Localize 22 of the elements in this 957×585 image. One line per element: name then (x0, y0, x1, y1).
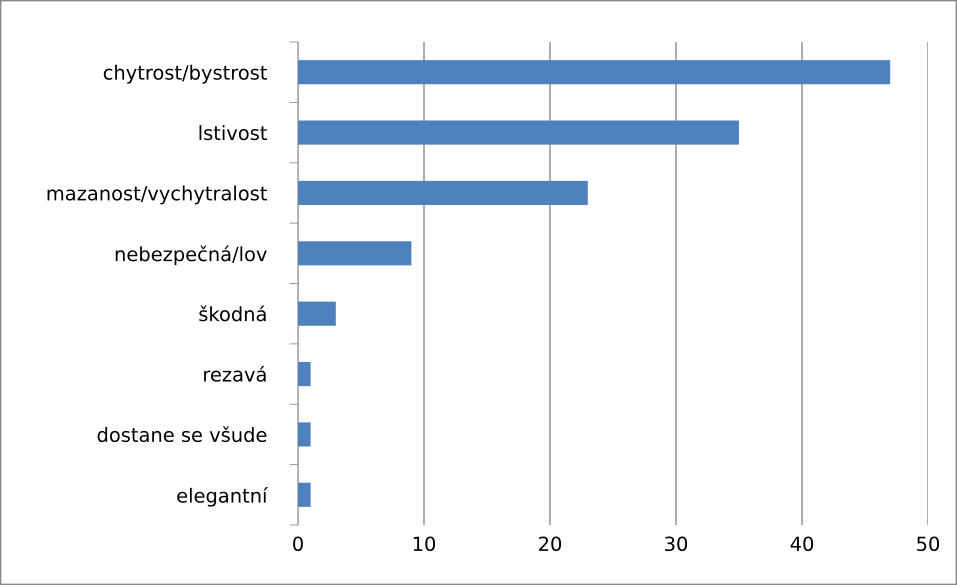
bar (298, 422, 311, 447)
x-tick-label: 20 (539, 536, 562, 552)
x-tick-label: 30 (665, 536, 688, 552)
y-tick-label: lstivost (200, 125, 267, 140)
x-tick-label: 50 (917, 536, 940, 552)
y-tick-label: chytrost/bystrost (104, 64, 267, 84)
bar (298, 362, 311, 386)
y-tick-label: mazanost/vychytralost (48, 186, 267, 204)
bar (298, 482, 311, 507)
y-tick-label: rezavá (204, 366, 266, 382)
x-tick-label: 0 (293, 536, 303, 552)
x-tick-label: 40 (790, 536, 814, 552)
bar (298, 120, 739, 145)
bar (298, 302, 336, 326)
y-tick-label: dostane se všude (98, 426, 266, 442)
bar (298, 180, 588, 206)
bar (298, 60, 890, 84)
y-tick-label: škodná (199, 306, 266, 322)
x-tick-label: 10 (414, 536, 436, 552)
bar (298, 241, 412, 266)
y-tick-label: nebezpečná/lov (116, 246, 267, 266)
y-tick-label: elegantní (177, 487, 268, 507)
